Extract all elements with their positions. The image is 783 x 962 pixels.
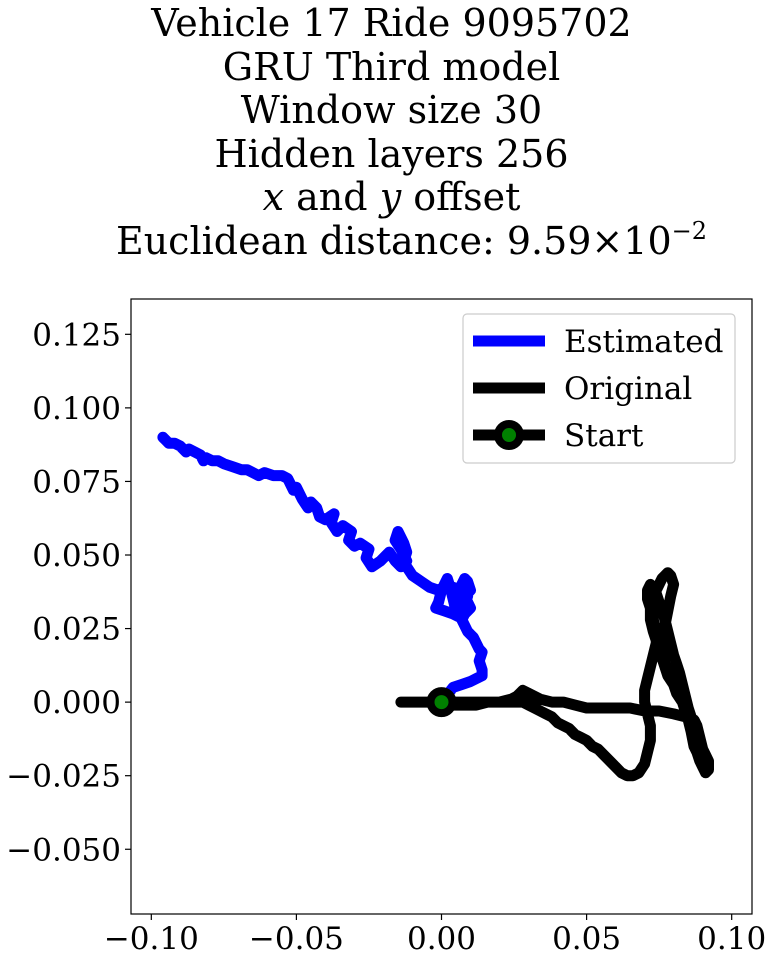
x-tick-label: −0.10 — [104, 921, 199, 957]
title-line-2: GRU Third model — [222, 44, 561, 89]
x-tick-label: −0.05 — [249, 921, 344, 957]
legend-label-original: Original — [564, 371, 692, 407]
title-line-3: Window size 30 — [240, 88, 543, 132]
series-layer — [157, 431, 714, 782]
x-axis: −0.10 −0.05 0.00 0.05 0.10 — [104, 914, 766, 957]
legend: Estimated Original Start — [462, 313, 736, 464]
y-tick-label: 0.025 — [32, 612, 121, 648]
legend-label-start: Start — [564, 418, 644, 454]
chart-title: Vehicle 17 Ride 9095702 GRU Third model … — [0, 1, 783, 264]
start-marker — [426, 687, 457, 718]
title-line-4: Hidden layers 256 — [214, 131, 569, 176]
y-tick-label: −0.025 — [6, 759, 121, 795]
y-tick-label: 0.125 — [32, 317, 121, 353]
title-line-1: Vehicle 17 Ride 9095702 — [151, 1, 632, 45]
y-tick-label: 0.100 — [32, 391, 121, 427]
legend-marker-start — [494, 420, 524, 450]
y-tick-label: −0.050 — [6, 832, 121, 868]
title-line-6: Euclidean distance: 9.59×10−2 — [0, 216, 783, 264]
y-tick-label: 0.000 — [32, 685, 121, 721]
title-var-x: x — [262, 175, 285, 219]
legend-box — [462, 313, 736, 464]
series-line-original — [395, 567, 714, 782]
title-and: and — [284, 175, 380, 219]
title-line-5: x and y offset — [0, 175, 783, 220]
y-tick-label: 0.075 — [32, 464, 121, 500]
x-tick-label: 0.10 — [697, 921, 766, 957]
title-offset: offset — [401, 175, 521, 219]
title-exponent: −2 — [671, 216, 708, 245]
x-tick-label: 0.05 — [552, 921, 621, 957]
title-distance: Euclidean distance: 9.59×10 — [115, 218, 672, 263]
y-tick-label: 0.050 — [32, 538, 121, 574]
series-line-estimated — [157, 431, 488, 708]
title-var-y: y — [379, 175, 402, 219]
y-axis: 0.125 0.100 0.075 0.050 0.025 0.000 −0.025 −0.0… — [6, 317, 131, 868]
legend-label-estimated: Estimated — [564, 324, 723, 360]
x-tick-label: 0.00 — [407, 921, 476, 957]
